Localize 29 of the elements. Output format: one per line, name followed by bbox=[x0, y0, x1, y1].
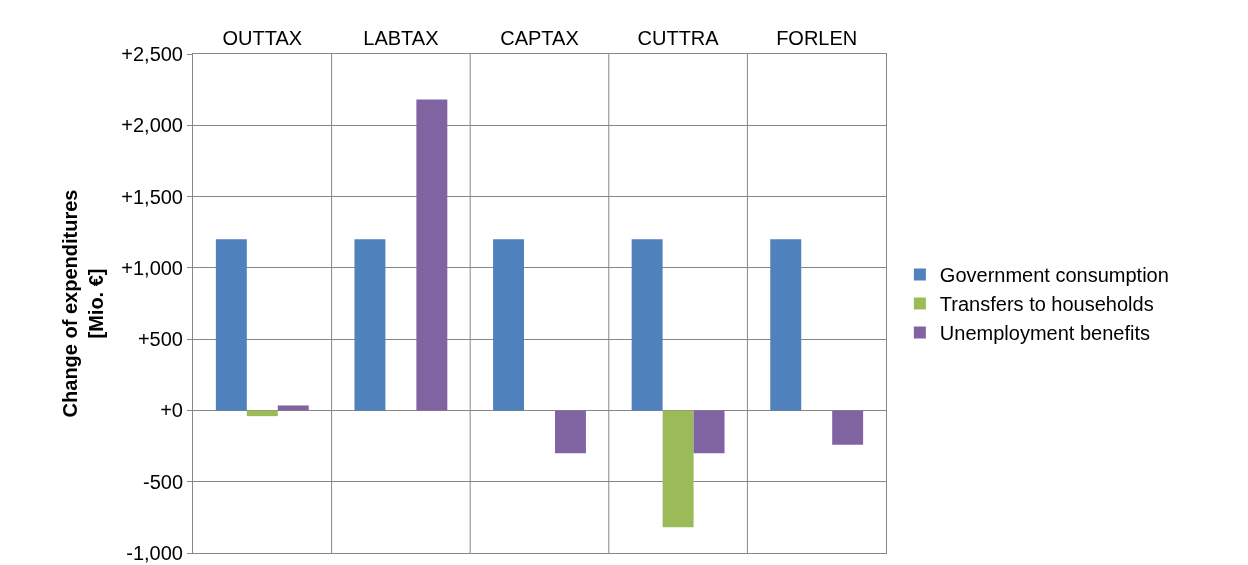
bar bbox=[631, 239, 663, 411]
y-tick-label: +1,000 bbox=[121, 256, 183, 279]
x-tick-label: OUTTAX bbox=[222, 27, 303, 49]
legend-label: Government consumption bbox=[939, 264, 1169, 287]
bar bbox=[493, 239, 525, 411]
bar bbox=[662, 410, 694, 528]
legend-label: Unemployment benefits bbox=[939, 322, 1150, 345]
y-tick-label: +2,000 bbox=[121, 114, 183, 137]
y-tick-label: -1,000 bbox=[126, 542, 183, 564]
bar bbox=[554, 410, 586, 454]
legend-label: Transfers to households bbox=[939, 293, 1154, 316]
x-tick-label: LABTAX bbox=[363, 27, 439, 49]
y-axis-title: Change of expenditures [Mio. €] bbox=[58, 189, 107, 418]
bar bbox=[215, 239, 247, 411]
bar bbox=[770, 239, 802, 411]
bar bbox=[246, 410, 278, 417]
bar bbox=[277, 405, 309, 411]
bar bbox=[832, 410, 864, 445]
bar bbox=[416, 99, 448, 411]
y-tick-label: +1,500 bbox=[121, 185, 183, 208]
bar bbox=[693, 410, 725, 454]
y-tick-label: +2,500 bbox=[121, 43, 183, 65]
x-tick-label: CUTTRA bbox=[637, 27, 720, 49]
y-tick-label: +0 bbox=[160, 399, 183, 422]
bar bbox=[354, 239, 386, 411]
x-tick-label: CAPTAX bbox=[500, 27, 579, 49]
y-tick-label: +500 bbox=[137, 328, 183, 351]
y-tick-label: -500 bbox=[142, 470, 183, 493]
x-tick-label: FORLEN bbox=[776, 27, 858, 49]
